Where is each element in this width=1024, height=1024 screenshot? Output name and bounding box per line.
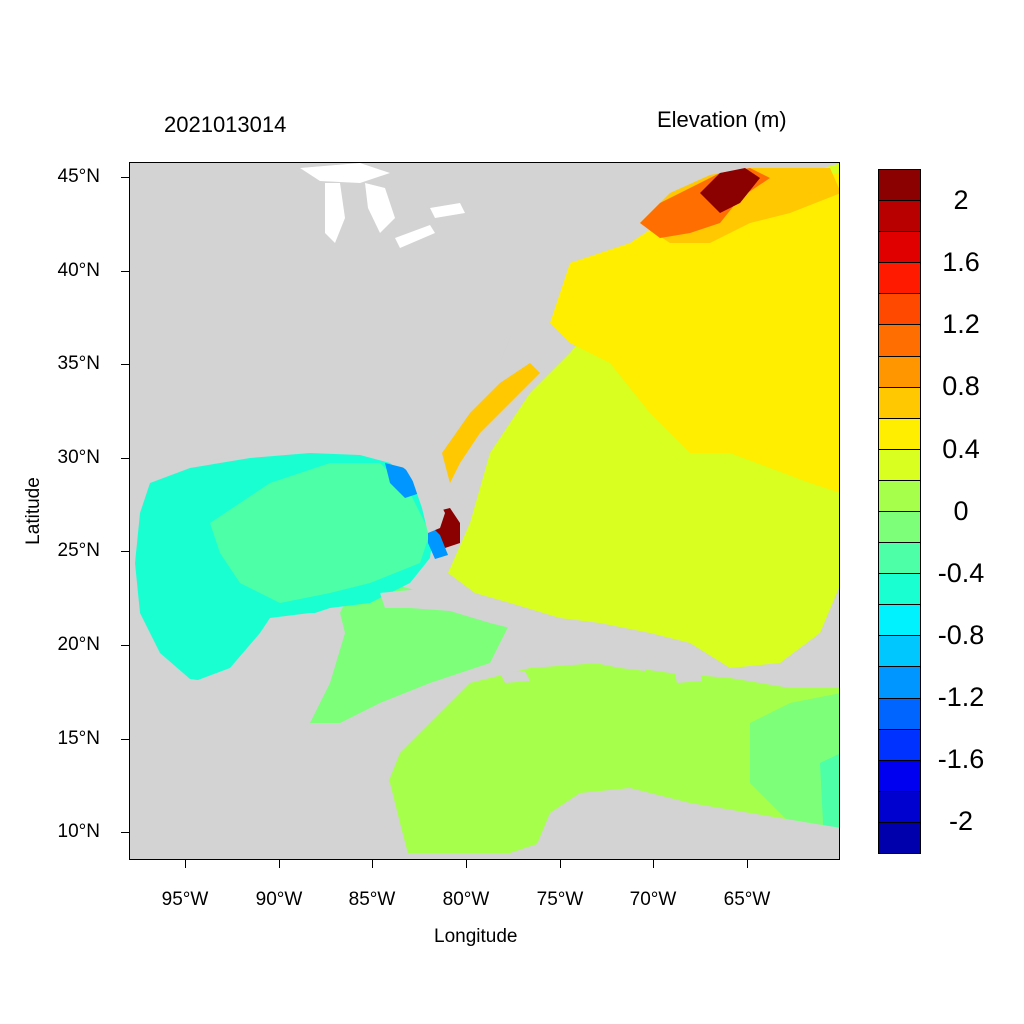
colorbar-label: 1.6 <box>942 247 980 277</box>
colorbar <box>878 169 921 854</box>
x-tick-85w <box>372 860 373 868</box>
colorbar-box <box>878 511 921 544</box>
colorbar-box <box>878 821 921 854</box>
colorbar-box <box>878 666 921 699</box>
south-america-land <box>530 788 839 859</box>
lake-ontario <box>430 203 465 218</box>
colorbar-box <box>878 355 921 388</box>
lesser-antilles-green <box>750 693 839 859</box>
colorbar-box <box>878 697 921 730</box>
colorbar-box <box>878 386 921 419</box>
jamaica-land <box>500 671 530 683</box>
x-tick-label: 70°W <box>629 889 677 910</box>
colorbar-box <box>878 231 921 264</box>
colorbar-box <box>878 573 921 606</box>
x-tick-label: 95°W <box>161 889 209 910</box>
y-tick-15 <box>121 739 129 740</box>
colorbar-box <box>878 728 921 761</box>
map-timestamp: 2021013014 <box>164 112 287 137</box>
great-lakes <box>300 163 465 248</box>
x-tick-95w <box>185 860 186 868</box>
colorbar-label: -1.6 <box>937 744 985 774</box>
colorbar-box <box>878 169 921 202</box>
florida-keys-blue <box>428 523 448 559</box>
yucatan-central-america-land <box>130 613 410 859</box>
y-tick-label: 30°N <box>57 447 100 468</box>
land-layer <box>130 163 839 859</box>
north-america-land <box>130 163 650 533</box>
colorbar-box <box>878 200 921 233</box>
colorbar-label: 0 <box>953 496 969 526</box>
carolina-coast-orange <box>442 363 540 483</box>
colorbar-box <box>878 417 921 450</box>
puerto-rico-land <box>675 673 702 683</box>
colorbar-label: 2 <box>953 185 969 215</box>
y-tick-40 <box>121 271 129 272</box>
y-tick-label: 40°N <box>57 260 100 281</box>
colorbar-box <box>878 635 921 668</box>
colorbar-label: -1.2 <box>937 682 985 712</box>
y-tick-10 <box>121 832 129 833</box>
map-variable-title: Elevation (m) <box>657 107 787 132</box>
x-tick-label: 85°W <box>348 889 396 910</box>
x-tick-90w <box>279 860 280 868</box>
colorbar-label: -0.4 <box>937 558 985 588</box>
x-tick-label: 65°W <box>723 889 771 910</box>
y-tick-label: 25°N <box>57 540 100 561</box>
x-axis-title: Longitude <box>434 926 518 947</box>
y-tick-30 <box>121 458 129 459</box>
colorbar-box <box>878 262 921 295</box>
colorbar-box <box>878 604 921 637</box>
colorbar-label: 0.4 <box>942 434 980 464</box>
cuba-land <box>380 588 585 641</box>
elevation-map <box>130 163 839 859</box>
colorbar-box <box>878 542 921 575</box>
colorbar-box <box>878 324 921 357</box>
colorbar-box <box>878 759 921 792</box>
lake-superior <box>300 163 390 183</box>
colorbar-label: -0.8 <box>937 620 985 650</box>
y-tick-label: 45°N <box>57 166 100 187</box>
x-tick-label: 90°W <box>255 889 303 910</box>
florida-big-bend-blue <box>385 463 420 498</box>
lake-erie <box>395 225 435 248</box>
y-tick-45 <box>121 177 129 178</box>
colorbar-box <box>878 479 921 512</box>
gulf-of-maine-darkred <box>700 168 760 213</box>
hispaniola-land <box>590 647 650 671</box>
x-tick-label: 75°W <box>536 889 584 910</box>
y-tick-25 <box>121 551 129 552</box>
y-axis-title: Latitude <box>23 477 44 545</box>
y-tick-35 <box>121 364 129 365</box>
western-caribbean-mint <box>310 583 510 723</box>
y-tick-label: 15°N <box>57 728 100 749</box>
gulf-of-mexico-teal <box>210 463 430 603</box>
colorbar-label: -2 <box>948 806 973 836</box>
colorbar-label: 0.8 <box>942 371 980 401</box>
x-tick-75w <box>560 860 561 868</box>
colorbar-box <box>878 293 921 326</box>
lake-michigan <box>325 183 345 243</box>
x-tick-label: 80°W <box>442 889 490 910</box>
lake-huron <box>365 183 395 233</box>
y-tick-20 <box>121 645 129 646</box>
colorbar-box <box>878 790 921 823</box>
map-plot-area <box>129 162 840 860</box>
x-tick-80w <box>466 860 467 868</box>
colorbar-box <box>878 448 921 481</box>
y-tick-label: 20°N <box>57 634 100 655</box>
y-tick-label: 35°N <box>57 353 100 374</box>
x-tick-70w <box>653 860 654 868</box>
colorbar-label: 1.2 <box>942 309 980 339</box>
y-tick-label: 10°N <box>57 821 100 842</box>
x-tick-65w <box>747 860 748 868</box>
atlantic-north-yellow <box>550 173 839 493</box>
